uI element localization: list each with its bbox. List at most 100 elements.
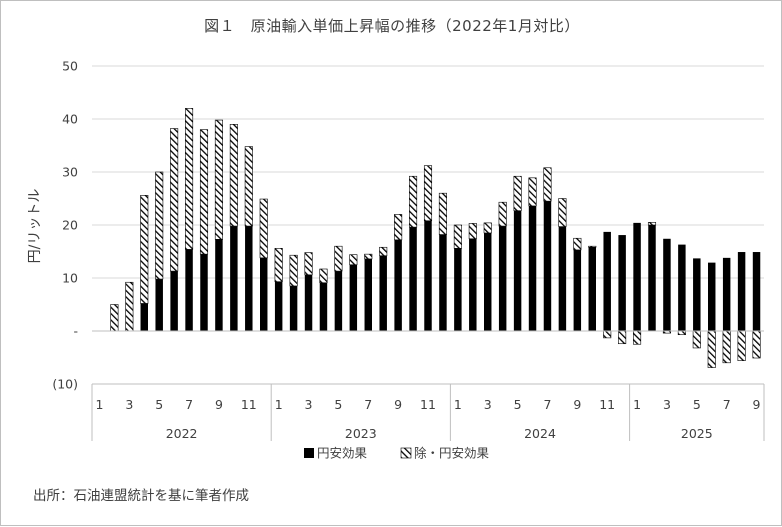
bar-yen-effect-4 xyxy=(155,279,163,331)
bar-ex-yen-effect-17 xyxy=(349,254,358,266)
bar-yen-effect-44 xyxy=(752,252,761,331)
legend-label-0: 円安効果 xyxy=(317,446,368,461)
bar-yen-effect-11 xyxy=(260,257,268,331)
bar-ex-yen-effect-26 xyxy=(483,222,492,234)
bar-ex-yen-effect-40 xyxy=(692,330,701,349)
bar-ex-yen-effect-13 xyxy=(289,254,298,287)
x-tick-label-22: 11 xyxy=(420,397,436,412)
chart-title: 図１ 原油輸入単価上昇幅の推移（2022年1月対比） xyxy=(204,17,580,35)
bar-ex-yen-effect-15 xyxy=(319,268,328,284)
bar-yen-effect-41 xyxy=(708,262,716,331)
bar-yen-effect-12 xyxy=(274,281,283,331)
bar-yen-effect-37 xyxy=(648,225,656,331)
bar-ex-yen-effect-24 xyxy=(453,224,462,249)
bar-ex-yen-effect-42 xyxy=(722,330,731,364)
y-tick-label-6: (10) xyxy=(52,377,78,392)
bar-layer xyxy=(110,108,761,368)
bar-yen-effect-38 xyxy=(663,238,671,331)
bar-ex-yen-effect-27 xyxy=(498,201,507,227)
x-tick-label-28: 5 xyxy=(514,397,522,412)
y-tick-label-3: 20 xyxy=(62,218,78,233)
x-tick-label-34: 11 xyxy=(599,397,615,412)
bar-ex-yen-effect-30 xyxy=(543,167,552,202)
bar-yen-effect-16 xyxy=(334,271,343,331)
legend: 円安効果 除・円安効果 xyxy=(304,446,490,461)
bar-ex-yen-effect-36 xyxy=(633,330,642,345)
bar-yen-effect-8 xyxy=(215,239,223,331)
bar-yen-effect-30 xyxy=(543,201,552,331)
bar-ex-yen-effect-35 xyxy=(618,330,627,345)
bar-yen-effect-10 xyxy=(245,226,253,331)
bar-ex-yen-effect-18 xyxy=(364,253,373,260)
x-tick-label-8: 9 xyxy=(215,397,223,412)
bar-yen-effect-26 xyxy=(484,232,492,331)
y-tick-label-4: 10 xyxy=(62,271,78,286)
legend-swatch-0 xyxy=(304,448,314,458)
bar-ex-yen-effect-9 xyxy=(229,124,238,227)
bar-ex-yen-effect-11 xyxy=(259,198,268,259)
bar-ex-yen-effect-31 xyxy=(558,198,567,227)
bar-yen-effect-15 xyxy=(319,282,328,331)
bar-ex-yen-effect-3 xyxy=(140,195,149,304)
bar-yen-effect-7 xyxy=(200,254,208,331)
x-tick-label-6: 7 xyxy=(185,397,193,412)
y-tick-label-2: 30 xyxy=(62,165,78,180)
bar-ex-yen-effect-29 xyxy=(528,177,537,207)
bar-yen-effect-34 xyxy=(603,231,611,331)
bar-ex-yen-effect-41 xyxy=(707,330,716,368)
bar-yen-effect-40 xyxy=(693,258,701,331)
bar-ex-yen-effect-32 xyxy=(573,237,582,251)
bar-yen-effect-31 xyxy=(558,226,567,331)
bar-yen-effect-23 xyxy=(439,234,447,331)
bar-ex-yen-effect-12 xyxy=(274,248,283,283)
x-tick-label-24: 1 xyxy=(454,397,462,412)
bar-yen-effect-22 xyxy=(424,220,432,331)
bar-ex-yen-effect-2 xyxy=(125,281,134,332)
x-tick-label-10: 11 xyxy=(241,397,257,412)
bar-ex-yen-effect-4 xyxy=(155,171,164,280)
bar-ex-yen-effect-37 xyxy=(647,222,657,226)
bar-yen-effect-25 xyxy=(469,238,477,331)
bar-yen-effect-20 xyxy=(394,239,402,331)
bar-ex-yen-effect-28 xyxy=(513,175,522,211)
bar-yen-effect-14 xyxy=(304,274,313,331)
year-label-0: 2022 xyxy=(166,426,198,441)
x-tick-label-36: 1 xyxy=(633,397,641,412)
bar-ex-yen-effect-20 xyxy=(394,214,403,241)
bar-yen-effect-18 xyxy=(364,258,372,331)
y-tick-label-0: 50 xyxy=(62,59,78,74)
bar-yen-effect-39 xyxy=(678,244,686,331)
bar-yen-effect-24 xyxy=(454,248,462,331)
x-tick-label-14: 3 xyxy=(305,397,313,412)
bar-yen-effect-36 xyxy=(633,222,641,331)
x-tick-label-38: 3 xyxy=(663,397,671,412)
bar-yen-effect-32 xyxy=(573,249,582,331)
x-tick-label-12: 1 xyxy=(275,397,283,412)
bar-yen-effect-27 xyxy=(498,226,507,331)
y-axis-label: 円/リットル xyxy=(27,189,43,264)
bar-yen-effect-42 xyxy=(722,257,731,331)
bar-ex-yen-effect-6 xyxy=(185,108,194,250)
bar-ex-yen-effect-23 xyxy=(438,192,447,235)
x-tick-label-20: 9 xyxy=(394,397,402,412)
bar-ex-yen-effect-33 xyxy=(588,245,597,248)
bar-ex-yen-effect-39 xyxy=(677,330,686,336)
bar-ex-yen-effect-43 xyxy=(737,330,746,361)
bar-yen-effect-43 xyxy=(737,252,746,331)
bar-yen-effect-19 xyxy=(379,255,387,331)
bar-ex-yen-effect-21 xyxy=(409,175,418,228)
bar-yen-effect-3 xyxy=(140,303,148,331)
x-tick-label-26: 3 xyxy=(484,397,492,412)
x-tick-label-40: 5 xyxy=(693,397,701,412)
bar-ex-yen-effect-19 xyxy=(379,246,388,257)
bar-yen-effect-28 xyxy=(513,210,522,331)
legend-label-1: 除・円安効果 xyxy=(414,446,490,461)
x-tick-label-16: 5 xyxy=(334,397,342,412)
y-tick-label-1: 40 xyxy=(62,112,78,127)
year-label-2: 2024 xyxy=(524,426,556,441)
bar-ex-yen-effect-25 xyxy=(468,223,477,240)
bar-ex-yen-effect-10 xyxy=(244,146,253,227)
